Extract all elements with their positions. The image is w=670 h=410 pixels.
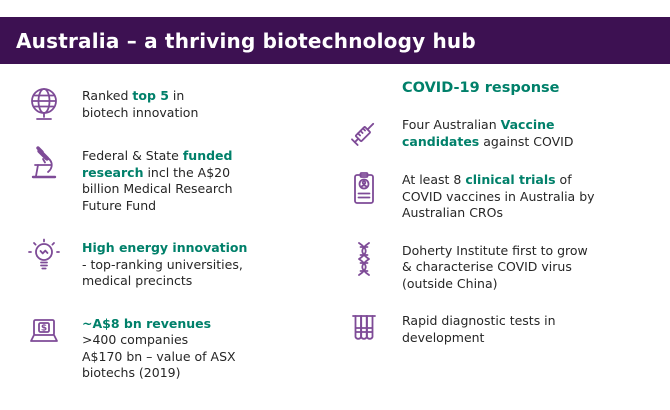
right-column: COVID-19 response Four Australian Vaccin… (344, 80, 654, 347)
text-prefix: Federal & State (82, 148, 183, 163)
item-text: Doherty Institute first to grow & charac… (402, 241, 588, 293)
info-item-funded-research: Federal & State funded research incl the… (24, 146, 324, 214)
svg-text:$: $ (41, 323, 47, 333)
header-bar: Australia – a thriving biotechnology hub (0, 17, 670, 64)
text-highlight: top 5 (132, 88, 169, 103)
text-suffix: against COVID (479, 133, 574, 149)
item-text: Four Australian Vaccine candidates again… (402, 115, 574, 150)
item-text: Ranked top 5 in biotech innovation (82, 86, 198, 121)
item-text: Rapid diagnostic tests in development (402, 311, 556, 346)
text-prefix: Rapid diagnostic tests in development (402, 313, 556, 345)
dna-icon (344, 241, 384, 277)
lightbulb-icon (24, 238, 64, 274)
laptop-dollar-icon: $ (24, 314, 64, 350)
item-text: At least 8 clinical trials of COVID vacc… (402, 170, 595, 222)
test-tubes-icon (344, 311, 384, 347)
text-prefix: Doherty Institute first to grow & charac… (402, 242, 588, 291)
text-suffix: - top-ranking universities, medical prec… (82, 256, 243, 289)
info-item-innovation: High energy innovation - top-ranking uni… (24, 238, 324, 290)
text-suffix: of COVID vaccines in Australia by Austra… (402, 172, 595, 220)
text-prefix: Ranked (82, 88, 133, 103)
info-item-doherty: Doherty Institute first to grow & charac… (344, 241, 654, 293)
microscope-icon (24, 146, 64, 182)
item-text: High energy innovation - top-ranking uni… (82, 238, 247, 290)
globe-icon (24, 86, 64, 122)
item-text: Federal & State funded research incl the… (82, 146, 233, 214)
text-highlight: ~A$8 bn revenues (82, 315, 212, 331)
page-title: Australia – a thriving biotechnology hub (16, 28, 476, 53)
info-item-revenues: $ ~A$8 bn revenues >400 companies A$170 … (24, 314, 324, 382)
syringe-icon (344, 115, 384, 151)
text-prefix: At least 8 (402, 172, 466, 187)
item-text: ~A$8 bn revenues >400 companies A$170 bn… (82, 314, 236, 382)
text-highlight: clinical trials (465, 172, 556, 187)
covid-response-heading: COVID-19 response (402, 80, 560, 96)
text-suffix: incl the A$20 billion Medical Research F… (82, 164, 233, 213)
text-highlight: Vaccine candidates (402, 117, 555, 149)
text-suffix: >400 companies A$170 bn – value of ASX b… (82, 332, 236, 380)
info-item-diagnostics: Rapid diagnostic tests in development (344, 311, 654, 347)
info-item-clinical-trials: At least 8 clinical trials of COVID vacc… (344, 170, 654, 222)
info-item-vaccines: Four Australian Vaccine candidates again… (344, 115, 654, 151)
left-column: Ranked top 5 in biotech innovation Feder… (24, 86, 324, 382)
text-prefix: Four Australian (402, 117, 501, 132)
text-highlight: funded research (82, 148, 233, 180)
clinical-trials-icon (344, 170, 384, 206)
text-suffix: in biotech innovation (82, 88, 199, 120)
info-item-top5: Ranked top 5 in biotech innovation (24, 86, 324, 122)
text-highlight: High energy innovation (82, 240, 248, 255)
